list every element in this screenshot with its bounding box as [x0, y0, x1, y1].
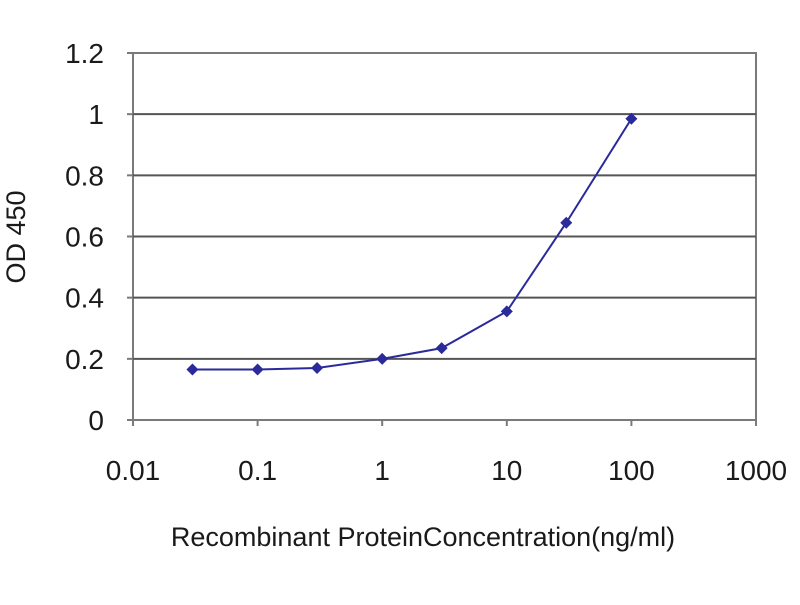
- data-point-marker: [376, 352, 389, 365]
- x-tick-label: 0.01: [106, 455, 161, 486]
- x-tick-label: 10: [491, 455, 522, 486]
- gridlines: [133, 113, 756, 360]
- data-point-marker: [186, 363, 199, 376]
- y-tick-label: 0.4: [65, 283, 104, 314]
- data-point-marker: [311, 362, 324, 375]
- x-axis-tick-labels: 0.01 0.1 1 10 100 1000: [106, 455, 787, 486]
- y-tick-label: 0: [88, 405, 104, 436]
- x-tick-label: 1: [374, 455, 390, 486]
- x-tick-label: 100: [608, 455, 655, 486]
- series-line: [192, 118, 633, 371]
- y-axis-title: OD 450: [1, 190, 31, 283]
- x-axis-title: Recombinant ProteinConcentration(ng/ml): [171, 522, 675, 552]
- y-tick-label: 0.8: [65, 160, 104, 191]
- x-tick-label: 0.1: [238, 455, 277, 486]
- data-point-marker: [560, 216, 573, 229]
- tick-marks: [127, 52, 757, 426]
- y-tick-label: 0.6: [65, 222, 104, 253]
- data-point-marker: [435, 342, 448, 355]
- series-layer: [186, 112, 638, 376]
- y-tick-label: 1: [88, 99, 104, 130]
- data-point-marker: [500, 305, 513, 318]
- data-point-marker: [251, 363, 264, 376]
- y-tick-label: 1.2: [65, 38, 104, 69]
- y-tick-label: 0.2: [65, 344, 104, 375]
- x-tick-label: 1000: [725, 455, 787, 486]
- y-axis-tick-labels: 0 0.2 0.4 0.6 0.8 1 1.2: [65, 38, 104, 436]
- data-point-marker: [625, 112, 638, 125]
